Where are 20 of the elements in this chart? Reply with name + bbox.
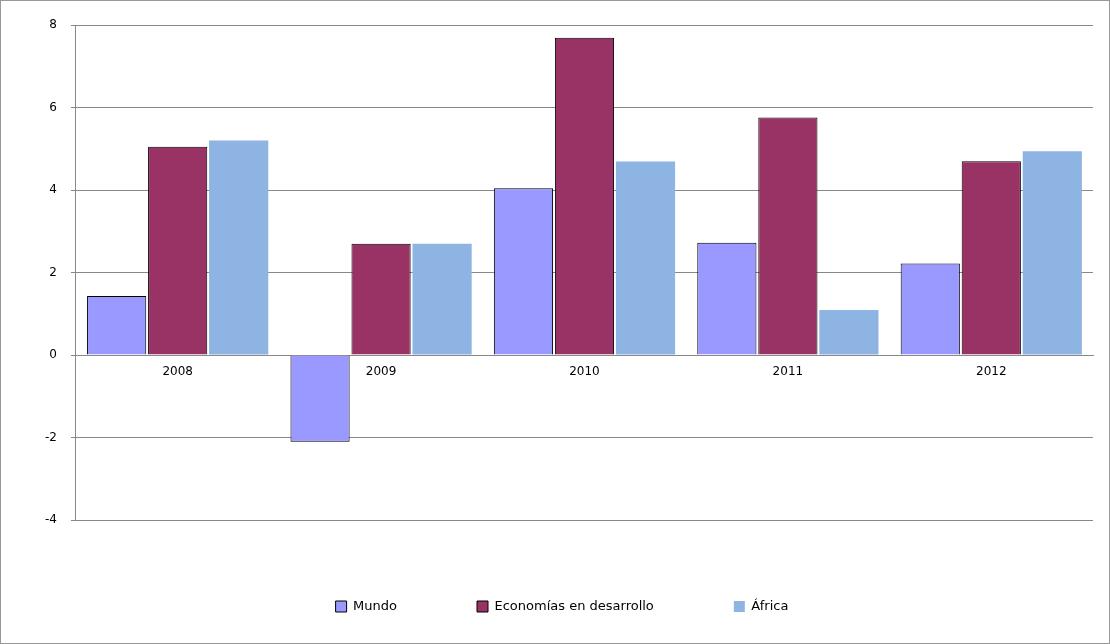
y-tick-label: 4 [49, 182, 57, 197]
y-tick-label: 8 [49, 17, 57, 32]
bar [412, 243, 472, 355]
legend-label: África [751, 597, 789, 613]
bar [209, 140, 269, 355]
legend-label: Economías en desarrollo [494, 597, 654, 613]
y-tick-label: 6 [49, 99, 57, 114]
bar [819, 310, 879, 355]
bar [615, 161, 676, 355]
bar [1022, 151, 1082, 355]
y-tick-label: 2 [49, 264, 57, 279]
legend-label: Mundo [353, 597, 398, 613]
y-tick-label: -4 [45, 512, 57, 527]
y-tick-label: 0 [49, 347, 57, 362]
x-tick-label: 2009 [365, 364, 397, 379]
y-tick-label: -2 [45, 429, 57, 444]
x-tick-label: 2011 [772, 364, 804, 379]
x-tick-label: 2012 [976, 364, 1007, 379]
x-tick-label: 2008 [162, 364, 193, 379]
x-tick-label: 2010 [569, 364, 600, 379]
